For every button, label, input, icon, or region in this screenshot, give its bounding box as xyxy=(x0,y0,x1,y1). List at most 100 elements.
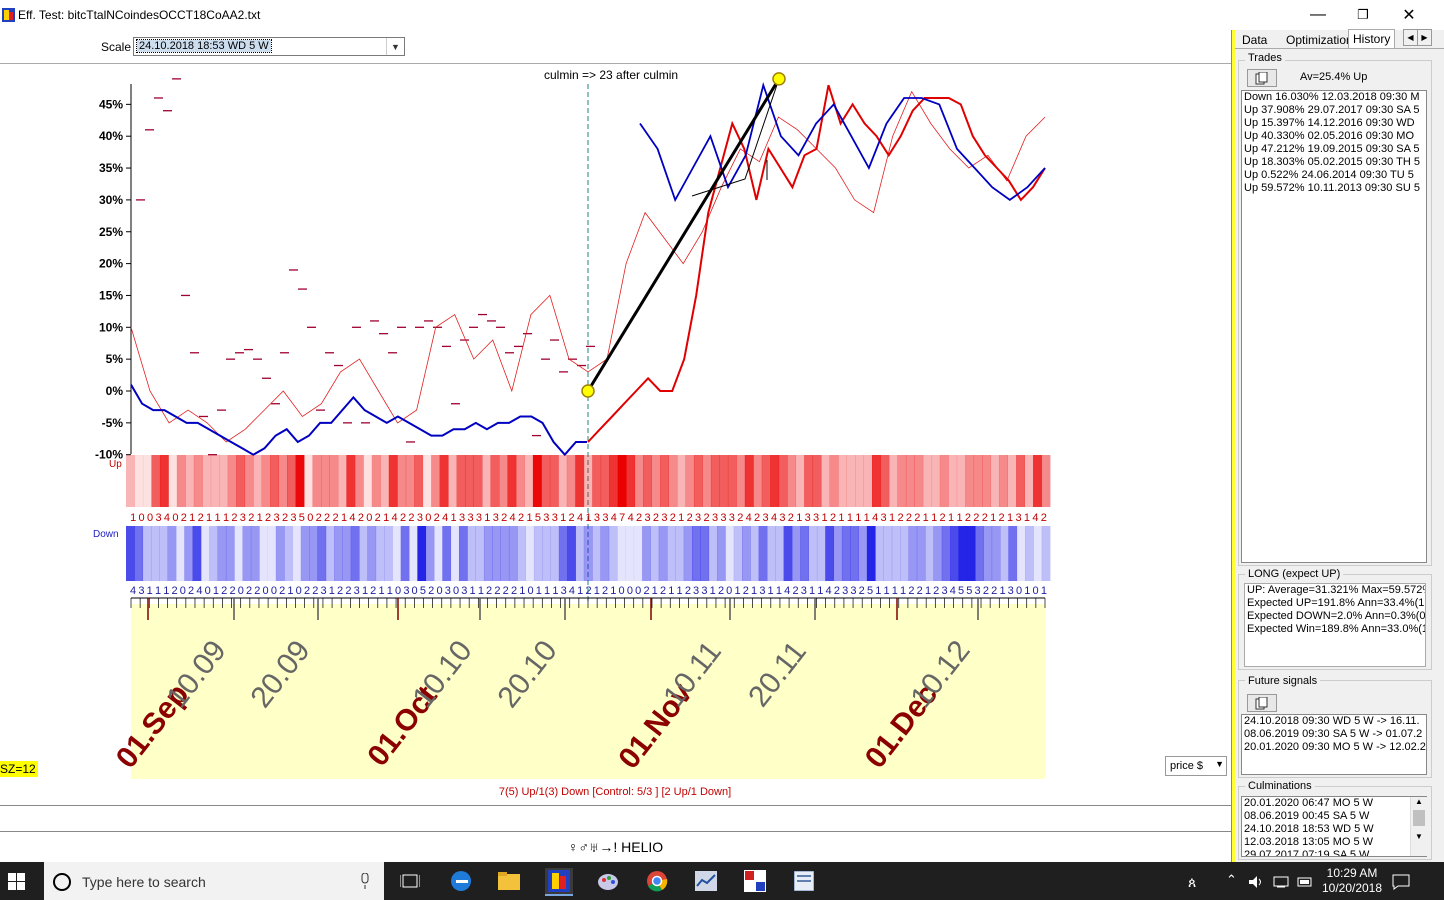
future-signal-row[interactable]: 08.06.2019 09:30 SA 5 W -> 01.07.2 xyxy=(1244,728,1423,740)
heat-cell xyxy=(442,526,452,581)
trade-row[interactable]: Up 37.908% 29.07.2017 09:30 SA 5 xyxy=(1244,104,1420,116)
trade-row[interactable]: Up 40.330% 02.05.2016 09:30 MO xyxy=(1244,130,1415,142)
scroll-down-icon[interactable]: ▼ xyxy=(1415,832,1423,841)
heat-cell xyxy=(1007,455,1017,507)
paint-app-icon[interactable] xyxy=(594,868,622,894)
chart-app-icon[interactable] xyxy=(692,868,720,894)
file-explorer-icon[interactable] xyxy=(495,868,523,894)
trade-row[interactable]: Up 47.212% 19.09.2015 09:30 SA 5 xyxy=(1244,143,1420,155)
heat-cell xyxy=(914,455,924,507)
heat-cell xyxy=(975,526,984,581)
microphone-icon[interactable] xyxy=(360,873,370,889)
panel-splitter[interactable] xyxy=(1231,30,1235,862)
up-digit: 3 xyxy=(493,512,499,524)
minimize-button[interactable]: — xyxy=(1310,6,1326,23)
tab-next-icon[interactable]: ▶ xyxy=(1417,29,1432,46)
culmination-row[interactable]: 29.07.2017 07:19 SA 5 W xyxy=(1244,849,1370,857)
clock[interactable]: 10:29 AM 10/20/2018 xyxy=(1317,866,1387,896)
tab-history[interactable]: History xyxy=(1348,29,1396,48)
up-digit: 0 xyxy=(172,512,178,524)
notifications-icon[interactable] xyxy=(1392,874,1410,890)
tab-data[interactable]: Data xyxy=(1242,33,1268,47)
trade-row[interactable]: Up 59.572% 10.11.2013 09:30 SU 5 xyxy=(1244,182,1420,194)
down-digit: 2 xyxy=(494,585,500,597)
astro-app-icon[interactable] xyxy=(741,868,769,894)
edge-icon[interactable] xyxy=(447,868,475,894)
price-select[interactable]: price $ ▼ xyxy=(1165,756,1227,776)
culm-scrollbar[interactable]: ▲ ▼ xyxy=(1410,797,1427,856)
copy-future-button[interactable] xyxy=(1247,694,1277,712)
tray-chevron-up-icon[interactable]: ⌃ xyxy=(1226,872,1237,887)
trade-row[interactable]: Up 18.303% 05.02.2015 09:30 TH 5 xyxy=(1244,156,1420,168)
scroll-thumb[interactable] xyxy=(1413,810,1425,826)
long-stat-line[interactable]: Expected UP=191.8% Ann=33.4%(1 xyxy=(1247,597,1425,609)
heat-cell xyxy=(200,526,210,581)
culmination-row[interactable]: 24.10.2018 18:53 WD 5 W xyxy=(1244,823,1374,835)
down-digit: 4 xyxy=(196,585,202,597)
trade-row[interactable]: Up 15.397% 14.12.2016 09:30 WD xyxy=(1244,117,1415,129)
future-signal-row[interactable]: 24.10.2018 09:30 WD 5 W -> 16.11. xyxy=(1244,715,1420,727)
up-digit: 3 xyxy=(779,512,785,524)
heat-cell xyxy=(417,526,427,581)
long-stat-line[interactable]: UP: Average=31.321% Max=59.572% xyxy=(1247,584,1426,596)
people-icon[interactable]: ጰ xyxy=(1188,874,1197,890)
down-digit: 2 xyxy=(643,585,649,597)
down-digit: 3 xyxy=(561,585,567,597)
heat-cell xyxy=(950,526,959,581)
chrome-icon[interactable] xyxy=(643,868,671,894)
up-digit: 3 xyxy=(712,512,718,524)
heat-cell xyxy=(710,455,720,507)
long-stat-line[interactable]: Expected DOWN=2.0% Ann=0.3%(0 xyxy=(1247,610,1426,622)
long-stat-line[interactable]: Expected Win=189.8% Ann=33.0%(1 xyxy=(1247,623,1426,635)
timingsolution-app-icon[interactable] xyxy=(545,868,573,896)
battery-icon[interactable] xyxy=(1297,876,1313,888)
search-box[interactable]: Type here to search xyxy=(44,862,384,900)
trades-list[interactable]: Down 16.030% 12.03.2018 09:30 M Up 37.908… xyxy=(1241,90,1427,563)
culmination-row[interactable]: 20.01.2020 06:47 MO 5 W xyxy=(1244,797,1374,809)
heat-cell xyxy=(778,455,788,507)
heat-cell xyxy=(693,455,703,507)
windows-start-icon[interactable] xyxy=(8,873,25,890)
down-digit: 1 xyxy=(362,585,368,597)
culmination-row[interactable]: 12.03.2018 13:05 MO 5 W xyxy=(1244,836,1374,848)
heat-cell xyxy=(948,455,958,507)
heat-cell xyxy=(708,526,718,581)
heat-cell xyxy=(295,455,305,507)
series-lines xyxy=(130,72,1046,457)
tab-optimization[interactable]: Optimization xyxy=(1286,33,1353,47)
copy-trades-button[interactable] xyxy=(1247,69,1277,87)
down-digit: 1 xyxy=(900,585,906,597)
future-signal-row[interactable]: 20.01.2020 09:30 MO 5 W -> 12.02.2 xyxy=(1244,741,1426,753)
trade-row[interactable]: Down 16.030% 12.03.2018 09:30 M xyxy=(1242,91,1426,104)
up-digit: 2 xyxy=(569,512,575,524)
document-app-icon[interactable] xyxy=(790,868,818,894)
scale-select[interactable]: 24.10.2018 18:53 WD 5 W ▼ xyxy=(133,37,405,56)
heat-cell xyxy=(227,455,237,507)
up-digit: 5 xyxy=(299,512,305,524)
culminations-list[interactable]: 20.01.2020 06:47 MO 5 W 08.06.2019 00:45 … xyxy=(1241,796,1427,857)
heat-cell xyxy=(507,455,517,507)
heat-cell xyxy=(804,455,814,507)
future-list[interactable]: 24.10.2018 09:30 WD 5 W -> 16.11. 08.06.2… xyxy=(1241,714,1427,775)
down-digit: 1 xyxy=(544,585,550,597)
culmination-row[interactable]: 08.06.2019 00:45 SA 5 W xyxy=(1244,810,1370,822)
tab-prev-icon[interactable]: ◀ xyxy=(1403,29,1418,46)
maximize-button[interactable]: ❐ xyxy=(1357,7,1369,22)
close-button[interactable]: ✕ xyxy=(1402,7,1416,24)
up-digit: 4 xyxy=(442,512,448,524)
up-digit: 2 xyxy=(248,512,254,524)
trade-row[interactable]: Up 0.522% 24.06.2014 09:30 TU 5 xyxy=(1244,169,1414,181)
chevron-down-icon[interactable]: ▼ xyxy=(386,38,404,55)
scroll-up-icon[interactable]: ▲ xyxy=(1415,797,1423,806)
up-digit: 2 xyxy=(830,512,836,524)
up-label: Up xyxy=(109,459,122,470)
bottom-input-box[interactable] xyxy=(0,805,1231,832)
heat-cell xyxy=(325,526,335,581)
volume-icon[interactable] xyxy=(1248,875,1264,889)
up-digit: 1 xyxy=(931,512,937,524)
network-icon[interactable] xyxy=(1273,876,1289,888)
chevron-down-icon[interactable]: ▼ xyxy=(1215,759,1224,769)
task-view-icon[interactable] xyxy=(396,868,424,894)
up-digit: 1 xyxy=(1024,512,1030,524)
